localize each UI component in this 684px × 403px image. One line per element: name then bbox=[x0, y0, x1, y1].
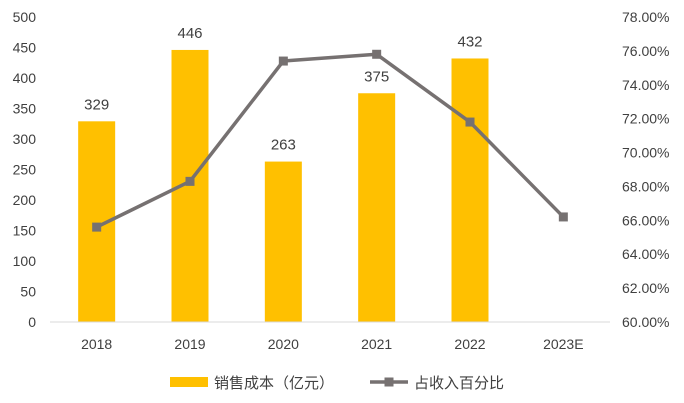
x-axis-tick-label: 2023E bbox=[543, 336, 583, 352]
right-axis-ticks: 60.00% 62.00% 64.00% 66.00% 68.00% 70.00% 72.0… bbox=[622, 9, 669, 330]
legend-line-marker bbox=[384, 377, 394, 387]
x-axis-ticks: 2018 2019 2020 2021 2022 2023E bbox=[81, 336, 583, 352]
right-axis-tick-label: 60.00% bbox=[622, 314, 669, 330]
left-axis-tick-label: 50 bbox=[20, 284, 36, 300]
bar bbox=[358, 93, 396, 322]
x-axis-tick-label: 2018 bbox=[81, 336, 112, 352]
bar-data-label: 329 bbox=[84, 96, 109, 113]
right-axis-tick-label: 62.00% bbox=[622, 280, 669, 296]
right-axis-tick-label: 76.00% bbox=[622, 43, 669, 59]
x-axis-tick-label: 2021 bbox=[361, 336, 392, 352]
legend-bar-swatch bbox=[170, 377, 208, 387]
line-series bbox=[92, 49, 568, 232]
line-marker bbox=[558, 212, 568, 222]
left-axis-tick-label: 200 bbox=[13, 192, 37, 208]
left-axis-tick-label: 100 bbox=[13, 253, 37, 269]
x-axis-tick-label: 2022 bbox=[454, 336, 485, 352]
bar-data-labels: 329 446 263 375 432 bbox=[84, 25, 482, 154]
x-axis-tick-label: 2020 bbox=[268, 336, 299, 352]
line-marker bbox=[278, 56, 288, 66]
bar bbox=[451, 58, 489, 322]
right-axis-tick-label: 66.00% bbox=[622, 212, 669, 228]
line-path bbox=[95, 52, 565, 229]
bar-data-label: 432 bbox=[457, 33, 482, 50]
right-axis-tick-label: 70.00% bbox=[622, 145, 669, 161]
bar-data-label: 375 bbox=[364, 68, 389, 85]
right-axis-tick-label: 78.00% bbox=[622, 9, 669, 25]
right-axis-tick-label: 68.00% bbox=[622, 178, 669, 194]
line-marker bbox=[92, 222, 102, 232]
left-axis-ticks: 0 50 100 150 200 250 300 350 400 450 500 bbox=[13, 9, 37, 330]
bar bbox=[264, 161, 302, 322]
legend-bar-label: 销售成本（亿元） bbox=[214, 374, 334, 392]
bar-data-label: 446 bbox=[177, 25, 202, 42]
line-marker bbox=[185, 176, 195, 186]
right-axis-tick-label: 64.00% bbox=[622, 246, 669, 262]
left-axis-tick-label: 150 bbox=[13, 223, 37, 239]
bar-series bbox=[78, 49, 489, 322]
left-axis-tick-label: 500 bbox=[13, 9, 37, 25]
right-axis-tick-label: 74.00% bbox=[622, 77, 669, 93]
left-axis-tick-label: 300 bbox=[13, 131, 37, 147]
right-axis-tick-label: 72.00% bbox=[622, 111, 669, 127]
bar-data-label: 263 bbox=[271, 137, 296, 154]
line-marker bbox=[465, 117, 475, 127]
legend: 销售成本（亿元） 占收入百分比 bbox=[170, 374, 504, 392]
left-axis-tick-label: 250 bbox=[13, 162, 37, 178]
line-marker bbox=[372, 49, 382, 59]
x-axis-tick-label: 2019 bbox=[174, 336, 205, 352]
left-axis-tick-label: 350 bbox=[13, 101, 37, 117]
left-axis-tick-label: 0 bbox=[28, 314, 36, 330]
legend-line-label: 占收入百分比 bbox=[414, 374, 504, 392]
left-axis-tick-label: 400 bbox=[13, 70, 37, 86]
left-axis-tick-label: 450 bbox=[13, 40, 37, 56]
